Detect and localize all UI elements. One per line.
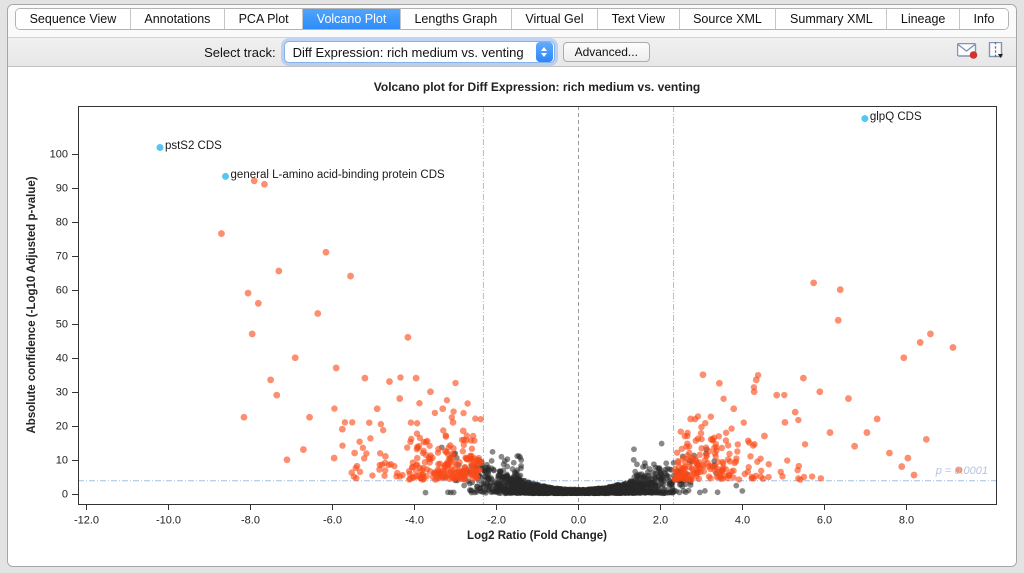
view-tab-bar: Sequence View Annotations PCA Plot Volca… <box>8 5 1016 37</box>
tab-pca-plot[interactable]: PCA Plot <box>225 9 304 29</box>
y-axis-label: Absolute confidence (-Log10 Adjusted p-v… <box>26 176 38 434</box>
point-label-general-l-amino: general L-amino acid-binding protein CDS <box>230 168 445 181</box>
x-axis-label: Log2 Ratio (Fold Change) <box>467 530 607 542</box>
tab-sequence-view[interactable]: Sequence View <box>16 9 131 29</box>
p-threshold-label: p = 0.0001 <box>935 465 988 478</box>
view-tabs: Sequence View Annotations PCA Plot Volca… <box>15 8 1009 30</box>
advanced-button[interactable]: Advanced... <box>562 42 650 62</box>
volcano-plot-panel: Volcano plot for Diff Expression: rich m… <box>8 67 1016 566</box>
tab-text-view[interactable]: Text View <box>598 9 680 29</box>
point-label-pstS2: pstS2 CDS <box>164 140 222 152</box>
split-view-button[interactable] <box>988 41 1004 62</box>
tab-info[interactable]: Info <box>959 9 1008 29</box>
track-select[interactable]: Diff Expression: rich medium vs. venting <box>283 41 555 63</box>
tab-source-xml[interactable]: Source XML <box>679 9 777 29</box>
toolbar-icons <box>956 38 1004 66</box>
track-toolbar: Select track: Diff Expression: rich medi… <box>8 37 1016 67</box>
tab-lengths-graph[interactable]: Lengths Graph <box>400 9 512 29</box>
tab-volcano-plot[interactable]: Volcano Plot <box>303 9 401 29</box>
mail-icon <box>956 42 978 62</box>
stepper-icon <box>535 42 553 62</box>
mail-button[interactable] <box>956 42 978 62</box>
chart-title: Volcano plot for Diff Expression: rich m… <box>373 80 701 94</box>
point-label-glpQ: glpQ CDS <box>869 111 922 124</box>
select-track-label: Select track: <box>204 44 276 60</box>
volcano-plot-canvas[interactable] <box>8 67 1016 566</box>
tab-annotations[interactable]: Annotations <box>130 9 226 29</box>
tab-virtual-gel[interactable]: Virtual Gel <box>511 9 599 29</box>
split-view-icon <box>988 41 1004 62</box>
document-viewer-window: Sequence View Annotations PCA Plot Volca… <box>7 4 1017 567</box>
tab-summary-xml[interactable]: Summary XML <box>776 9 888 29</box>
track-select-value: Diff Expression: rich medium vs. venting <box>292 44 524 60</box>
track-select-group: Select track: Diff Expression: rich medi… <box>204 41 650 63</box>
tab-lineage[interactable]: Lineage <box>887 9 960 29</box>
